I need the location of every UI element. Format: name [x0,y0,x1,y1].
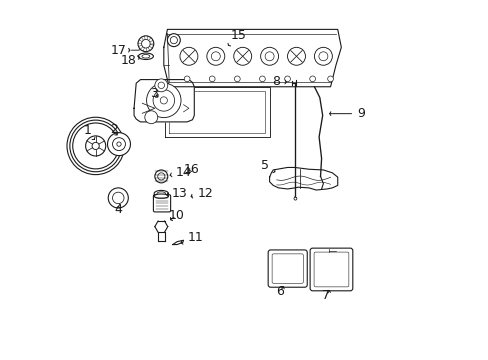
Text: 6: 6 [275,285,284,298]
Circle shape [234,76,240,82]
Ellipse shape [154,190,168,197]
Circle shape [155,170,167,183]
Circle shape [144,111,158,124]
Circle shape [167,34,180,46]
Text: 2: 2 [109,123,118,136]
Circle shape [264,52,274,61]
Text: 4: 4 [114,203,122,216]
Circle shape [160,97,167,104]
Circle shape [158,173,164,180]
Circle shape [158,82,164,89]
FancyBboxPatch shape [271,254,303,283]
Ellipse shape [142,54,149,58]
Ellipse shape [157,192,165,195]
Circle shape [309,76,315,82]
Circle shape [67,117,124,175]
Circle shape [206,47,224,65]
Polygon shape [134,80,194,122]
Circle shape [233,47,251,65]
Circle shape [142,40,150,48]
Text: 12: 12 [191,187,213,200]
Circle shape [73,123,119,169]
Circle shape [146,83,181,118]
Circle shape [180,47,198,65]
Circle shape [153,90,174,111]
Circle shape [155,79,167,92]
Circle shape [170,37,177,44]
Text: 3: 3 [150,87,158,100]
Polygon shape [269,167,337,190]
Text: 7: 7 [322,289,330,302]
Circle shape [70,120,121,172]
Circle shape [287,47,305,65]
Circle shape [260,47,278,65]
FancyBboxPatch shape [153,195,170,212]
Circle shape [112,138,125,150]
Circle shape [314,47,332,65]
Text: 16: 16 [183,163,199,176]
Circle shape [107,133,130,156]
Circle shape [284,76,290,82]
FancyBboxPatch shape [313,252,348,287]
Circle shape [327,76,333,82]
Polygon shape [163,30,341,87]
Circle shape [117,142,121,146]
Ellipse shape [138,53,153,59]
Circle shape [108,188,128,208]
Text: 5: 5 [261,159,274,173]
Text: 8: 8 [271,75,286,87]
Ellipse shape [154,194,168,198]
Circle shape [184,76,190,82]
Circle shape [211,52,220,61]
Circle shape [112,192,124,204]
Text: 13: 13 [166,187,187,200]
Text: 9: 9 [329,107,364,120]
Text: 10: 10 [168,210,184,222]
FancyBboxPatch shape [267,250,306,287]
Circle shape [92,142,99,149]
Circle shape [293,197,296,200]
Text: 14: 14 [170,166,191,179]
Text: 11: 11 [181,231,203,244]
FancyBboxPatch shape [309,248,352,291]
Text: 1: 1 [83,124,95,140]
Circle shape [138,36,153,51]
Text: 17: 17 [110,44,130,57]
Circle shape [259,76,265,82]
Circle shape [209,76,215,82]
Text: 18: 18 [121,54,140,67]
Polygon shape [172,240,183,244]
Circle shape [318,52,327,61]
Circle shape [85,136,105,156]
Text: 15: 15 [227,29,246,46]
